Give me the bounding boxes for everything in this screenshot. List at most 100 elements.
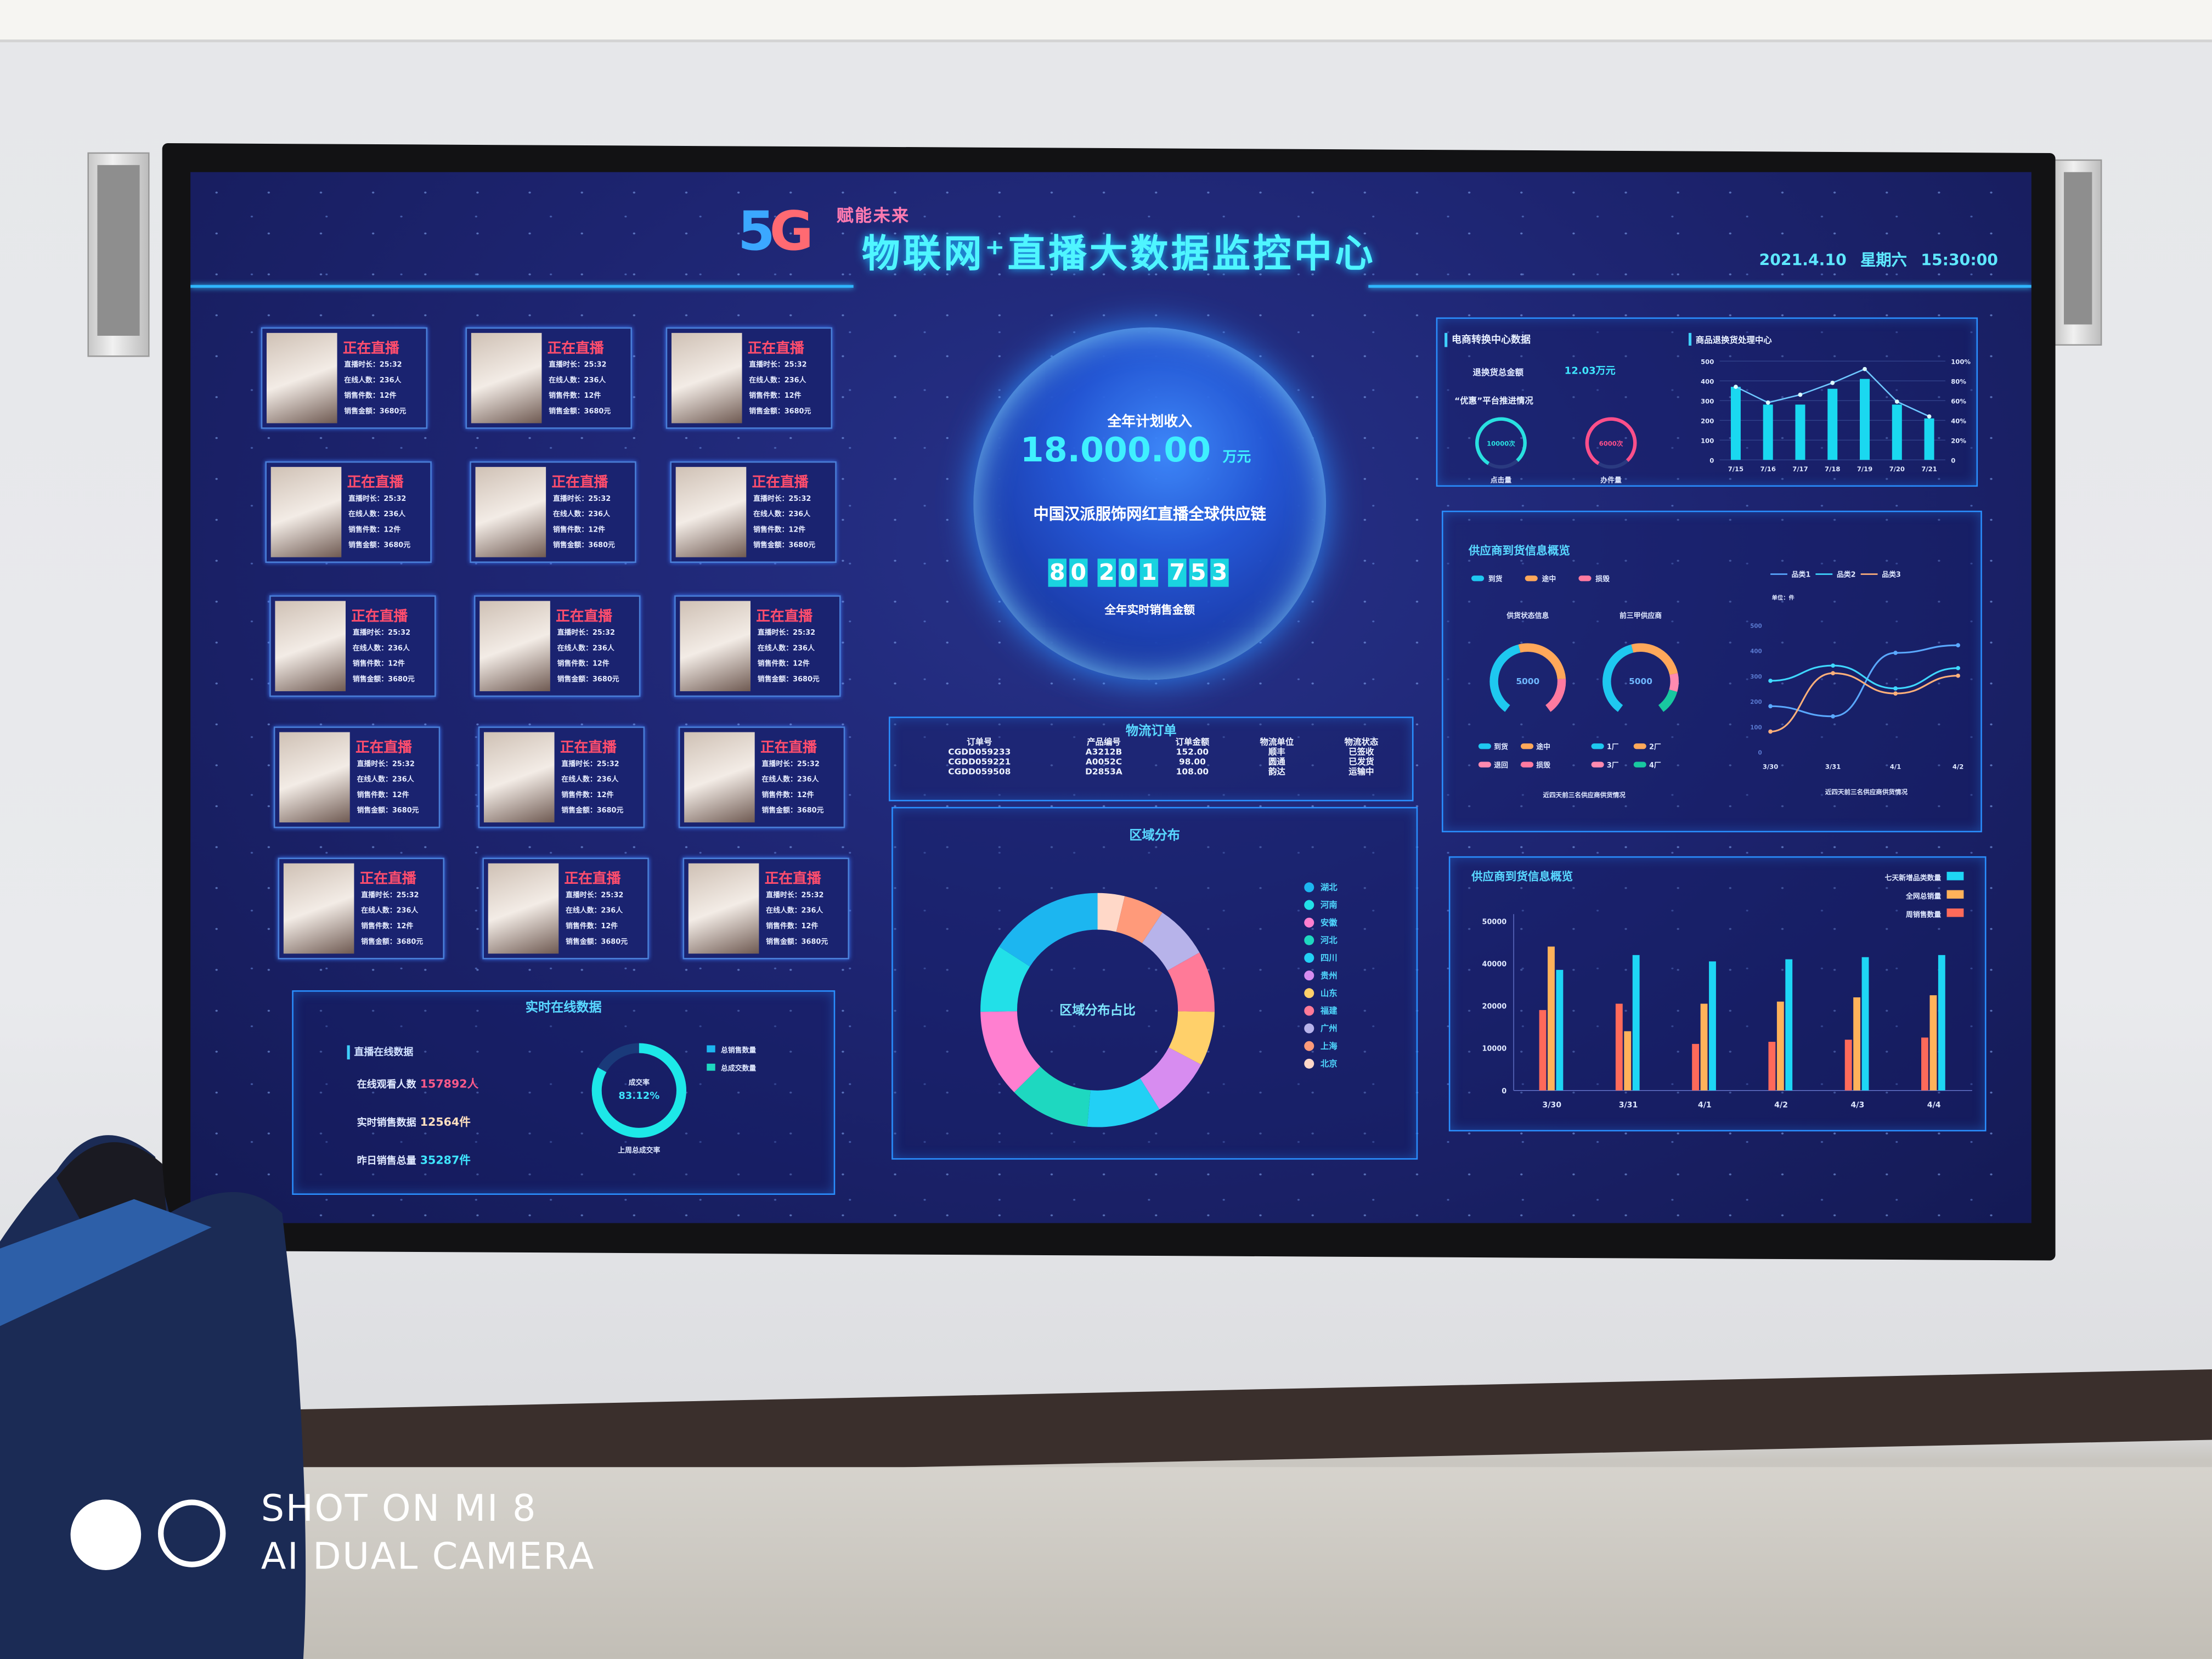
realtime-panel: 实时在线数据 直播在线数据 在线观看人数 157892人 实时销售数据 12564… (292, 990, 836, 1195)
live-status-label: 正在直播 (752, 475, 809, 491)
donut-slice (1097, 893, 1125, 932)
logistics-table: 订单号 产品编号 订单金额 物流单位 物流状态 CGDD059233 A3212B 152.0… (901, 738, 1403, 777)
streamer-card[interactable]: 正在直播 直播时长：25:32 在线人数：236人 销售件数：12件 销售金额：3680… (678, 726, 845, 828)
series-line (1770, 672, 1959, 733)
bar (1632, 955, 1640, 1091)
streamer-stat: 销售件数：12件 (757, 660, 810, 669)
legend-label: 4厂 (1649, 761, 1661, 770)
donut-slice (980, 1011, 1041, 1092)
line-point (1831, 714, 1835, 719)
legend-label: 广州 (1321, 1023, 1338, 1034)
table-cell: 已签收 (1348, 747, 1374, 758)
bar (1556, 969, 1564, 1091)
streamer-stat: 销售件数：12件 (552, 526, 606, 535)
table-header: 产品编号 (1087, 737, 1121, 748)
live-status-label: 正在直播 (342, 341, 399, 357)
5g-logo: 5G (737, 200, 814, 263)
line-point (1831, 663, 1835, 668)
legend-swatch (1304, 1041, 1314, 1051)
center-subtitle: 中国汉派服饰网红直播全球供应链 (1033, 505, 1266, 523)
streamer-stat: 直播时长：25:32 (757, 629, 816, 638)
sales-digit: 1 (1139, 558, 1159, 587)
weekday: 星期六 (1860, 251, 1907, 270)
right-speaker (2053, 159, 2102, 346)
streamer-stat: 在线人数：236人 (557, 645, 614, 653)
legend-swatch (1304, 988, 1314, 998)
streamer-card[interactable]: 正在直播 直播时长：25:32 在线人数：236人 销售件数：12件 销售金额：3680… (482, 857, 649, 960)
supplier-title: 供应商到货信息概览 (1468, 544, 1570, 557)
donut-slice (999, 893, 1098, 967)
ring-value: 10000次 (1487, 440, 1515, 448)
legend-swatch (1478, 743, 1491, 749)
legend-swatch (1633, 743, 1646, 749)
realtime-title: 实时在线数据 (525, 1001, 602, 1016)
table-cell: CGDD059508 (948, 767, 1011, 777)
stat-label: 在线观看人数 (357, 1079, 416, 1091)
legend-label: 总成交数量 (721, 1064, 756, 1073)
page-title: 物联网⁺直播大数据监控中心 (862, 233, 1376, 276)
streamer-card[interactable]: 正在直播 直播时长：25:32 在线人数：236人 销售件数：12件 销售金额：3680… (470, 461, 636, 563)
x-tick-label: 7/19 (1857, 465, 1872, 473)
sales-digit: 3 (1210, 558, 1229, 587)
streamer-card[interactable]: 正在直播 直播时长：25:32 在线人数：236人 销售件数：12件 销售金额：3680… (665, 327, 833, 429)
streamer-stat: 销售金额：3680元 (566, 938, 628, 947)
streamer-stat: 销售件数：12件 (352, 660, 405, 669)
streamer-stat: 销售件数：12件 (357, 791, 409, 800)
legend-label: 损毁 (1595, 574, 1610, 583)
streamer-card[interactable]: 正在直播 直播时长：25:32 在线人数：236人 销售件数：12件 销售金额：3680… (261, 327, 428, 429)
gauge-segment (1602, 644, 1634, 712)
legend-label: 全网总销量 (1905, 892, 1941, 901)
legend-label: 总销售数量 (721, 1046, 756, 1054)
legend-swatch (1304, 970, 1314, 981)
streamer-photo (680, 601, 751, 691)
region-title: 区域分布 (1129, 829, 1180, 844)
streamer-card[interactable]: 正在直播 直播时长：25:32 在线人数：236人 销售件数：12件 销售金额：3680… (278, 857, 444, 960)
streamer-photo (475, 467, 546, 557)
streamer-card[interactable]: 正在直播 直播时长：25:32 在线人数：236人 销售件数：12件 销售金额：3680… (670, 461, 837, 563)
streamer-card[interactable]: 正在直播 直播时长：25:32 在线人数：236人 销售件数：12件 销售金额：3680… (465, 327, 632, 429)
streamer-stat: 在线人数：236人 (352, 645, 410, 653)
streamer-card[interactable]: 正在直播 直播时长：25:32 在线人数：236人 销售件数：12件 销售金额：3680… (273, 726, 441, 828)
x-tick-label: 4/4 (1927, 1101, 1941, 1110)
donut-slice (1139, 1047, 1201, 1110)
legend-swatch (1520, 761, 1534, 768)
globe-graphic (973, 327, 1327, 680)
realtime-stat: 在线观看人数 157892人 (357, 1076, 479, 1092)
stat-label: 实时销售数据 (357, 1117, 416, 1129)
streamer-card[interactable]: 正在直播 直播时长：25:32 在线人数：236人 销售件数：12件 销售金额：3680… (473, 595, 641, 697)
y2-tick-label: 80% (1951, 377, 1966, 385)
legend-swatch (1633, 761, 1646, 768)
x-tick-label: 4/2 (1953, 763, 1963, 770)
streamer-stat: 销售金额：3680元 (749, 408, 811, 416)
gauge-segment (1669, 673, 1679, 692)
legend-label: 福建 (1320, 1006, 1338, 1016)
y2-tick-label: 40% (1951, 417, 1966, 425)
streamer-stat: 销售金额：3680元 (561, 806, 624, 816)
table-cell: 108.00 (1176, 767, 1209, 777)
streamer-stat: 销售件数：12件 (348, 526, 401, 535)
legend-swatch (1478, 761, 1491, 768)
legend-swatch (1578, 575, 1592, 582)
line-point (1765, 400, 1770, 405)
line-point (1768, 729, 1773, 734)
streamer-stat: 直播时长：25:32 (561, 760, 619, 769)
streamer-card[interactable]: 正在直播 直播时长：25:32 在线人数：236人 销售件数：12件 销售金额：3680… (265, 461, 432, 563)
streamer-stat: 在线人数：236人 (566, 907, 623, 916)
legend-label: 1厂 (1607, 743, 1619, 751)
streamer-card[interactable]: 正在直播 直播时长：25:32 在线人数：236人 销售件数：12件 销售金额：3680… (478, 726, 645, 828)
streamer-stat: 在线人数：236人 (749, 376, 806, 385)
y-tick-label: 0 (1709, 456, 1714, 464)
watermark-dot-filled (70, 1499, 142, 1570)
streamer-card[interactable]: 正在直播 直播时长：25:32 在线人数：236人 销售件数：12件 销售金额：3680… (682, 857, 849, 960)
bar (1730, 387, 1741, 460)
streamer-card[interactable]: 正在直播 直播时长：25:32 在线人数：236人 销售件数：12件 销售金额：3680… (269, 595, 436, 697)
stat-label: 昨日销售总量 (357, 1155, 416, 1167)
streamer-photo (275, 601, 346, 691)
sales-digit: 0 (1069, 558, 1088, 587)
table-cell: 98.00 (1179, 757, 1206, 768)
datetime: 2021.4.10 星期六 15:30:00 (1759, 249, 1998, 271)
streamer-card[interactable]: 正在直播 直播时长：25:32 在线人数：236人 销售件数：12件 销售金额：3680… (674, 595, 841, 697)
x-tick-label: 7/18 (1825, 465, 1840, 473)
